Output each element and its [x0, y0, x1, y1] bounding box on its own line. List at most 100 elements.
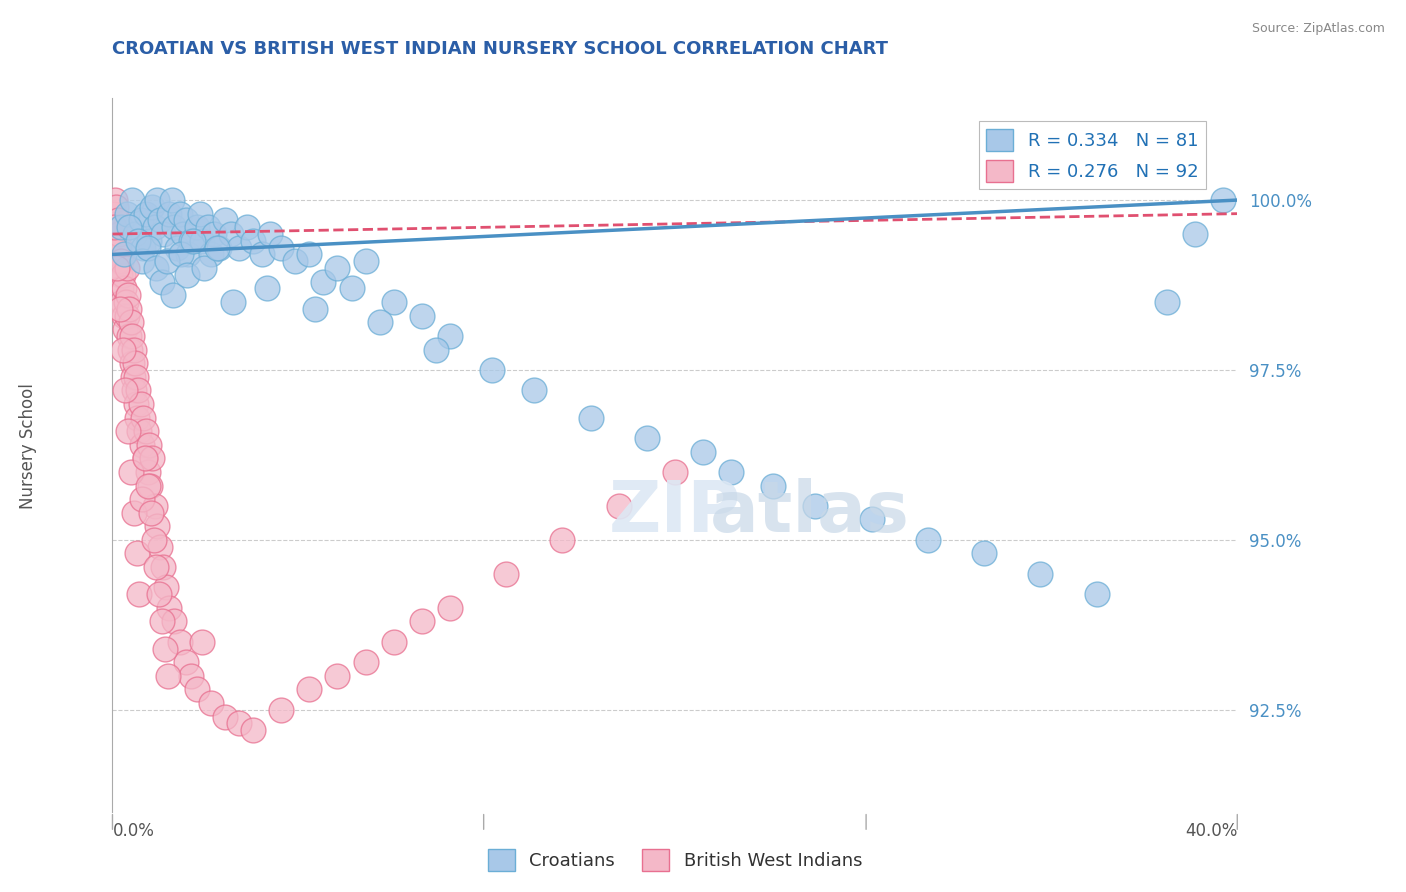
Point — [208, 241, 231, 255]
Point — [132, 410, 155, 425]
Point — [176, 268, 198, 282]
Point — [120, 465, 142, 479]
Point — [128, 424, 150, 438]
Point — [104, 227, 127, 241]
Point — [439, 600, 461, 615]
Point — [145, 260, 167, 275]
Point — [141, 200, 163, 214]
Text: Source: ZipAtlas.com: Source: ZipAtlas.com — [1251, 22, 1385, 36]
Point — [136, 478, 159, 492]
Point — [1212, 193, 1234, 207]
Point — [495, 566, 517, 581]
Point — [115, 207, 138, 221]
Point — [191, 635, 214, 649]
Point — [105, 260, 128, 275]
Point — [382, 635, 405, 649]
Point — [186, 682, 208, 697]
Point — [1029, 566, 1052, 581]
Point — [118, 343, 141, 357]
Point — [804, 499, 827, 513]
Point — [188, 207, 211, 221]
Point — [214, 213, 236, 227]
Point — [163, 220, 186, 235]
Point — [177, 247, 200, 261]
Point — [214, 709, 236, 723]
Point — [340, 281, 363, 295]
Point — [143, 220, 166, 235]
Point — [108, 301, 131, 316]
Point — [1184, 227, 1206, 241]
Point — [152, 227, 174, 241]
Point — [127, 410, 149, 425]
Point — [172, 227, 194, 241]
Point — [124, 227, 146, 241]
Point — [160, 193, 183, 207]
Point — [136, 241, 159, 255]
Point — [121, 369, 143, 384]
Point — [117, 424, 139, 438]
Point — [298, 682, 321, 697]
Point — [368, 315, 391, 329]
Point — [110, 220, 132, 235]
Point — [121, 193, 143, 207]
Point — [481, 363, 503, 377]
Point — [973, 546, 995, 560]
Point — [129, 213, 152, 227]
Point — [112, 247, 135, 261]
Point — [205, 241, 228, 255]
Point — [411, 309, 433, 323]
Point — [242, 234, 264, 248]
Point — [250, 247, 273, 261]
Point — [127, 384, 149, 398]
Point — [131, 254, 153, 268]
Point — [125, 546, 148, 560]
Point — [439, 329, 461, 343]
Point — [134, 451, 156, 466]
Point — [110, 254, 132, 268]
Point — [607, 499, 630, 513]
Point — [142, 533, 165, 547]
Point — [150, 615, 173, 629]
Point — [146, 193, 169, 207]
Point — [117, 288, 139, 302]
Point — [124, 397, 146, 411]
Point — [131, 492, 153, 507]
Point — [200, 696, 222, 710]
Point — [138, 438, 160, 452]
Point — [162, 288, 184, 302]
Point — [284, 254, 307, 268]
Point — [579, 410, 602, 425]
Text: CROATIAN VS BRITISH WEST INDIAN NURSERY SCHOOL CORRELATION CHART: CROATIAN VS BRITISH WEST INDIAN NURSERY … — [112, 40, 889, 58]
Text: 40.0%: 40.0% — [1185, 822, 1237, 840]
Point — [382, 295, 405, 310]
Point — [124, 384, 146, 398]
Point — [136, 465, 159, 479]
Point — [121, 356, 143, 370]
Point — [149, 540, 172, 554]
Point — [129, 397, 152, 411]
Point — [174, 655, 197, 669]
Point — [156, 669, 179, 683]
Point — [135, 207, 157, 221]
Point — [128, 587, 150, 601]
Point — [149, 213, 172, 227]
Point — [118, 329, 141, 343]
Point — [107, 254, 129, 268]
Point — [636, 431, 658, 445]
Point — [551, 533, 574, 547]
Point — [692, 444, 714, 458]
Point — [1156, 295, 1178, 310]
Point — [298, 247, 321, 261]
Point — [122, 506, 145, 520]
Point — [180, 669, 202, 683]
Point — [114, 322, 136, 336]
Point — [115, 295, 138, 310]
Point — [166, 241, 188, 255]
Point — [200, 247, 222, 261]
Point — [125, 369, 148, 384]
Point — [103, 207, 125, 221]
Point — [197, 220, 219, 235]
Point — [105, 241, 128, 255]
Point — [523, 384, 546, 398]
Point — [236, 220, 259, 235]
